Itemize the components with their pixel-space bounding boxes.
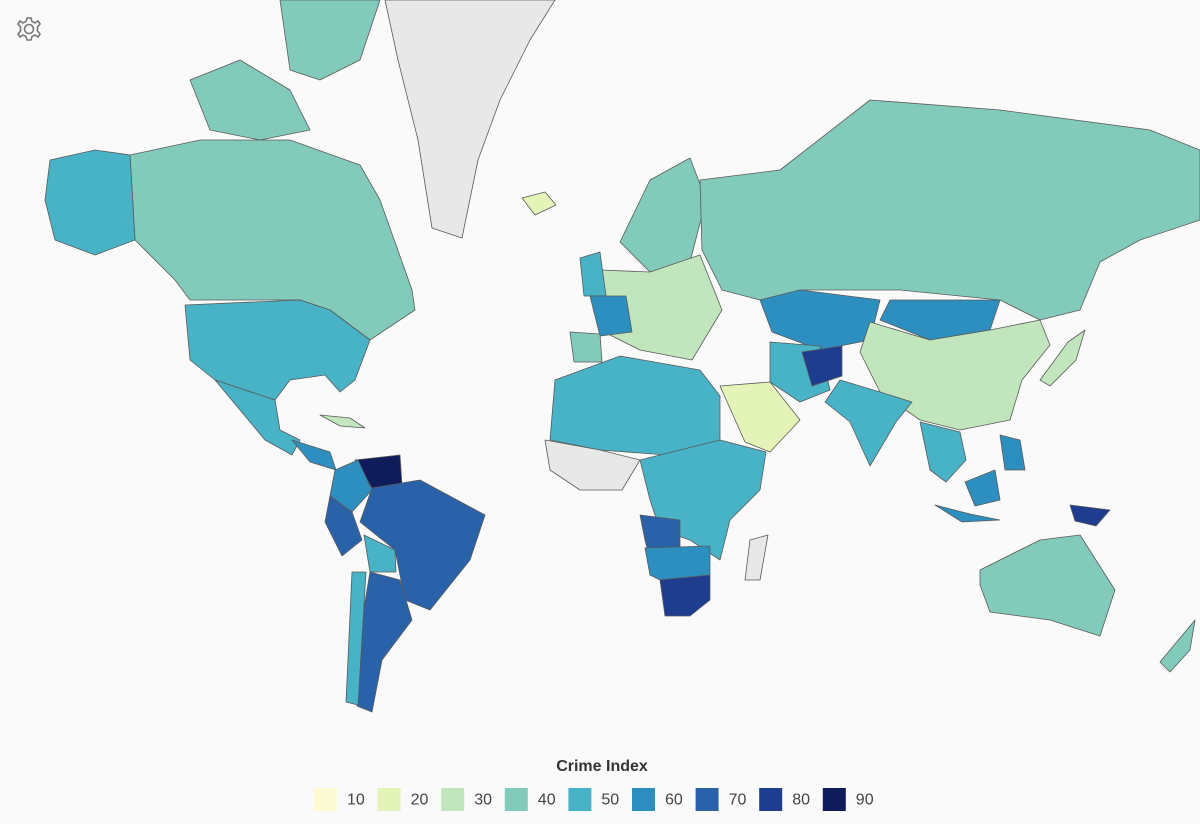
india xyxy=(824,379,913,467)
peru xyxy=(324,495,363,557)
iceland xyxy=(521,191,557,216)
legend-title: Crime Index xyxy=(556,758,648,775)
legend-label: 90 xyxy=(856,792,874,809)
countries xyxy=(44,0,1200,713)
legend-swatch xyxy=(759,788,783,811)
greenland xyxy=(384,0,556,239)
legend-swatch xyxy=(314,788,337,811)
southeast-asia xyxy=(919,421,967,483)
legend-label: 80 xyxy=(792,792,810,809)
legend-label: 60 xyxy=(665,792,683,809)
mexico xyxy=(214,379,301,456)
legend-swatch xyxy=(504,788,528,811)
legend-swatch xyxy=(695,788,719,811)
papua-new-guinea xyxy=(1069,504,1111,527)
legend-swatch xyxy=(568,788,592,811)
afghanistan xyxy=(801,345,843,387)
legend-label: 30 xyxy=(474,792,492,809)
legend-swatch xyxy=(822,788,846,811)
indonesia xyxy=(934,504,1001,523)
alaska xyxy=(44,149,136,256)
iberia xyxy=(569,331,603,363)
canada-islands xyxy=(189,59,311,141)
legend-label: 10 xyxy=(347,792,365,809)
japan xyxy=(1039,329,1086,387)
cuba xyxy=(319,414,366,429)
south-africa xyxy=(659,574,711,617)
legend: Crime Index 10 20 30 40 50 60 70 80 90 xyxy=(314,758,874,811)
settings-icon[interactable] xyxy=(17,17,41,41)
legend-swatch xyxy=(377,788,401,811)
legend-label: 50 xyxy=(601,792,619,809)
legend-swatch xyxy=(441,788,465,811)
canada-arctic xyxy=(279,0,381,81)
saudi-arabia xyxy=(719,381,801,453)
madagascar xyxy=(744,534,769,581)
legend-label: 40 xyxy=(538,792,556,809)
philippines xyxy=(999,434,1026,471)
legend-label: 70 xyxy=(729,792,747,809)
france xyxy=(589,295,633,337)
australia xyxy=(979,534,1116,637)
chile xyxy=(345,571,367,706)
southern-africa xyxy=(644,545,711,581)
canada xyxy=(129,139,416,341)
west-africa xyxy=(544,439,641,491)
russia xyxy=(699,99,1200,321)
legend-swatch xyxy=(632,788,655,811)
brazil xyxy=(359,479,486,611)
new-zealand xyxy=(1159,619,1196,673)
bolivia xyxy=(363,534,397,573)
colombia xyxy=(329,459,373,513)
borneo xyxy=(964,469,1001,507)
legend-label: 20 xyxy=(411,792,429,809)
